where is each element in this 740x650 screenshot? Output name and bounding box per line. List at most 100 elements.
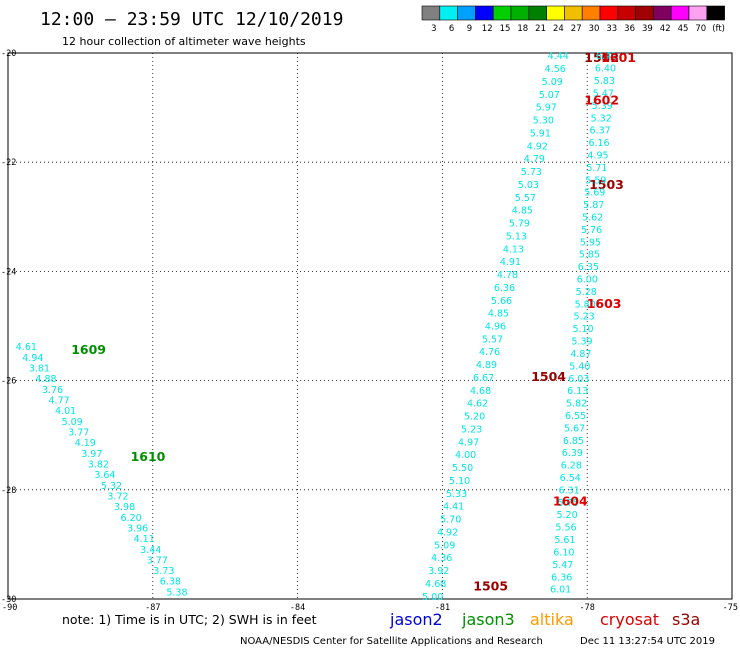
wave-height-value: 5.71 (586, 163, 607, 174)
wave-height-value: 6.00 (577, 275, 598, 286)
wave-height-value: 4.79 (524, 154, 545, 165)
satellite-label-cryosat: cryosat (600, 610, 659, 629)
wave-height-value: 6.85 (563, 436, 584, 447)
wave-height-value: 4.95 (587, 150, 608, 161)
wave-height-value: 4.88 (35, 374, 56, 385)
cycle-number: 1502 (584, 50, 619, 65)
wave-height-value: 4.97 (458, 437, 479, 448)
scale-swatch (439, 5, 458, 21)
satellite-legend: jason2 jason3 altika cryosat s3a (389, 610, 700, 629)
cycle-number: 1601 (601, 50, 636, 65)
y-tick-label: -22 (1, 158, 16, 168)
x-tick-label: -87 (145, 603, 160, 613)
wave-height-value: 5.73 (521, 167, 542, 178)
scale-label: 9 (467, 24, 472, 34)
y-tick-label: -28 (1, 486, 16, 496)
scale-label: 70 (695, 24, 706, 34)
wave-height-value: 6.36 (551, 572, 572, 583)
plot-frame (7, 52, 733, 600)
wave-height-value: 4.92 (437, 527, 458, 538)
wave-height-value: 3.44 (140, 545, 161, 556)
axis-tick-labels: -20 -22 -24 -26 -28 -30-90 -87 -84 -81 -78 -75 (1, 49, 738, 613)
satellite-label-jason3: jason3 (461, 610, 515, 629)
wave-height-value: 4.85 (488, 309, 509, 320)
wave-height-value: 3.96 (127, 523, 148, 534)
scale-swatch (581, 5, 601, 21)
wave-height-value: 5.69 (584, 188, 605, 199)
wave-height-value: 4.36 (431, 553, 452, 564)
footer-credit: NOAA/NESDIS Center for Satellite Applica… (240, 636, 543, 647)
wave-height-value: 5.32 (591, 113, 612, 124)
wave-height-value: 5.13 (506, 231, 527, 242)
wave-height-value: 5.47 (552, 560, 573, 571)
wave-height-value: 5.28 (576, 287, 597, 298)
wave-height-value: 5.40 (569, 361, 590, 372)
wave-height-value: 3.82 (88, 459, 109, 470)
wave-height-value: 4.00 (455, 450, 476, 461)
wave-height-value: 5.83 (594, 76, 615, 87)
wave-height-value: 6.01 (550, 585, 571, 596)
wave-height-value: 4.77 (49, 396, 70, 407)
wave-height-value: 5.09 (542, 77, 563, 88)
scale-label: 39 (642, 24, 653, 34)
cycle-number: 1602 (584, 92, 619, 107)
footer-timestamp: Dec 11 13:27:54 UTC 2019 (580, 636, 715, 647)
wave-height-value: 5.10 (449, 476, 470, 487)
cycle-number: 1504 (531, 369, 566, 384)
wave-height-value: 3.77 (68, 428, 89, 439)
x-tick-label: -81 (435, 603, 450, 613)
chart-title: 12:00 — 23:59 UTC 12/10/2019 (40, 9, 343, 30)
wave-height-value: 5.23 (574, 312, 595, 323)
wave-height-value: 5.67 (564, 423, 585, 434)
wave-height-value: 3.81 (29, 364, 50, 375)
wave-height-value: 5.38 (166, 587, 187, 598)
wave-height-value: 5.33 (446, 489, 467, 500)
y-tick-label: -26 (1, 377, 16, 387)
wave-height-value: 3.73 (153, 566, 174, 577)
cycle-number: 1610 (131, 449, 166, 464)
wave-height-value: 4.87 (570, 349, 591, 360)
wave-height-value: 4.01 (55, 406, 76, 417)
wave-height-value: 4.78 (497, 270, 518, 281)
wave-height-value: 4.76 (479, 347, 500, 358)
wave-height-value: 6.54 (560, 473, 581, 484)
wave-height-value: 5.47 (593, 88, 614, 99)
cycle-number: 1603 (587, 296, 622, 311)
scale-swatch (617, 5, 636, 21)
wave-height-value: 6.36 (494, 283, 515, 294)
cycle-number: 1609 (71, 342, 106, 357)
wave-height-value: 5.09 (62, 417, 83, 428)
wave-height-value: 4.85 (512, 206, 533, 217)
wave-height-value: 4.11 (134, 534, 155, 545)
wave-height-value: 4.61 (16, 342, 37, 353)
wave-height-value: 5.39 (571, 337, 592, 348)
scale-label: 30 (589, 24, 600, 34)
wave-height-value: 3.92 (428, 566, 449, 577)
wave-height-value: 6.31 (559, 485, 580, 496)
wave-height-value: 5.10 (572, 324, 593, 335)
wave-height-value: 4.94 (22, 353, 43, 364)
scale-swatch (421, 5, 441, 21)
wave-height-value: 5.87 (583, 200, 604, 211)
cycle-number: 1604 (553, 494, 588, 509)
wave-height-value: 4.41 (443, 502, 464, 513)
y-tick-label: -20 (1, 49, 16, 59)
wave-height-value: 5.57 (515, 193, 536, 204)
scale-swatch (599, 5, 619, 21)
wave-height-value: 5.61 (554, 535, 575, 546)
grid-lines (8, 53, 732, 599)
scale-label: 3 (431, 24, 436, 34)
y-tick-label: -30 (1, 595, 16, 605)
wave-height-value: 6.39 (562, 448, 583, 459)
scale-swatch (670, 5, 690, 21)
satellite-label-jason2: jason2 (389, 610, 443, 629)
scale-label: 6 (449, 24, 454, 34)
wave-height-value: 5.59 (585, 175, 606, 186)
scale-swatch (706, 5, 725, 21)
wave-height-value: 6.40 (595, 64, 616, 75)
wave-height-value: 5.79 (509, 219, 530, 230)
wave-height-value: 5.39 (592, 101, 613, 112)
wave-height-value: 5.09 (434, 540, 455, 551)
scale-swatch (635, 5, 654, 21)
